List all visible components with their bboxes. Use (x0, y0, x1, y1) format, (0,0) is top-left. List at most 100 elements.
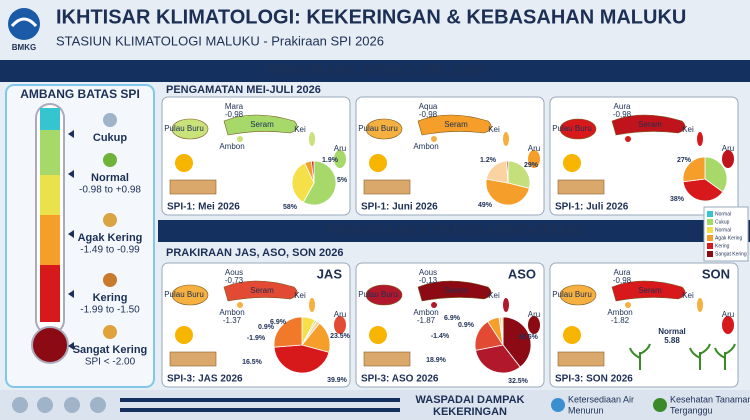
weather-sun (563, 154, 581, 172)
weather-sun (563, 326, 581, 344)
pie-label: 39.5% (518, 334, 539, 341)
legend-swatch (707, 243, 713, 249)
impact-label: Ketersediaan Air (568, 394, 634, 404)
weather-sun (175, 326, 193, 344)
island-seram (223, 114, 298, 136)
place-label: Aru (528, 144, 540, 153)
place-label: Seram (638, 120, 662, 129)
logo-mark (8, 8, 40, 40)
panel-caption: SPI-1: Juli 2026 (555, 202, 629, 213)
legend-label: Sangat Kering (715, 251, 747, 257)
section-title: PRAKIRAAN JAS, ASO, SON 2026 (166, 247, 343, 259)
island-ambon (237, 302, 243, 308)
dry-ground (557, 179, 605, 195)
pie-label: 6.9% (444, 315, 461, 322)
weather-icon (64, 397, 80, 413)
level-range: -0.98 to +0.98 (79, 185, 141, 196)
place-label: Ambon (413, 308, 438, 317)
pie-label: 39.9% (327, 377, 348, 384)
pie-label: 5% (337, 177, 348, 184)
impact-icon (551, 398, 565, 412)
banner-1-bg (0, 60, 750, 82)
place-label: Kei (294, 125, 306, 134)
weather-sun (369, 326, 387, 344)
island-seram (611, 280, 686, 302)
footer-stripe (120, 398, 400, 402)
island-aru (334, 150, 346, 168)
island-buru (559, 284, 597, 306)
legend-swatch (707, 227, 713, 233)
place-label: Ambon (413, 142, 438, 151)
place-label: -1.37 (223, 316, 242, 325)
place-label: Pulau Buru (552, 290, 592, 299)
level-pointer (68, 290, 74, 298)
place-label: -0,98 (613, 276, 632, 285)
panel-caption: SPI-1: Mei 2026 (167, 202, 240, 213)
island-seram (417, 114, 492, 136)
weather-icon (90, 397, 106, 413)
panel-caption: SPI-3: ASO 2026 (361, 374, 439, 385)
place-label: -1.87 (417, 316, 436, 325)
place-label: Pulau Buru (552, 124, 592, 133)
dry-ground (363, 179, 411, 195)
pie-slice (475, 344, 521, 374)
logo-text: BMKG (12, 43, 36, 52)
place-label: -0,98 (225, 110, 244, 119)
place-label: -0,98 (419, 110, 438, 119)
island-kei (309, 132, 315, 146)
island-buru (171, 284, 209, 306)
thermo-segment (40, 130, 60, 175)
island-seram (223, 280, 298, 302)
level-name: Kering (93, 292, 128, 304)
title: IKHTISAR KLIMATOLOGI: KEKERINGAN & KEBAS… (56, 6, 686, 28)
legend-label: Agak Kering (715, 235, 742, 241)
pie-slice (273, 344, 330, 374)
panel-period: SON (702, 266, 730, 281)
footer-warning: WASPADAI DAMPAK (416, 394, 525, 406)
impact-label: Kesehatan Tanaman (670, 394, 750, 404)
level-icon (103, 153, 117, 167)
level-pointer (68, 130, 74, 138)
place-label: Ambon (607, 308, 632, 317)
pie-slice (500, 316, 504, 346)
place-label: -1.82 (611, 316, 630, 325)
place-label: Aru (722, 144, 734, 153)
place-label: Aru (334, 144, 346, 153)
pie-label: 18.9% (426, 357, 447, 364)
pie-label: 32.5% (508, 378, 529, 385)
place-label: Aru (722, 310, 734, 319)
dry-ground (169, 179, 217, 195)
place-label: Kei (488, 125, 500, 134)
legend-swatch (707, 251, 713, 257)
pie-slice (310, 160, 315, 184)
island-aru (528, 150, 540, 168)
pie-slice (682, 156, 706, 183)
place-label: Pulau Buru (164, 124, 204, 133)
place-label: Pulau Buru (358, 124, 398, 133)
pie-label: 0.9% (458, 322, 475, 329)
place-label: Mara (225, 102, 244, 111)
place-label: Pulau Buru (358, 290, 398, 299)
island-buru (365, 284, 403, 306)
place-label: Aru (528, 310, 540, 319)
panel-caption: SPI-3: JAS 2026 (167, 374, 243, 385)
island-ambon (625, 302, 631, 308)
level-icon (103, 325, 117, 339)
impact-icon (653, 398, 667, 412)
island-ambon (237, 136, 243, 142)
level-range: -1.49 to -0.99 (80, 245, 140, 256)
pie-label: 49% (478, 202, 493, 209)
thermo-bulb (31, 326, 69, 364)
pie-label: -1.4% (431, 333, 450, 340)
island-aru (722, 316, 734, 334)
pie-slice (502, 316, 532, 368)
weather-icon (37, 397, 53, 413)
dry-ground (557, 351, 605, 367)
island-kei (503, 298, 509, 312)
place-label: Kei (294, 291, 306, 300)
place-label: Kei (682, 291, 694, 300)
level-icon (103, 273, 117, 287)
place-label: Aru (334, 310, 346, 319)
pie-label: 1.9% (322, 157, 339, 164)
